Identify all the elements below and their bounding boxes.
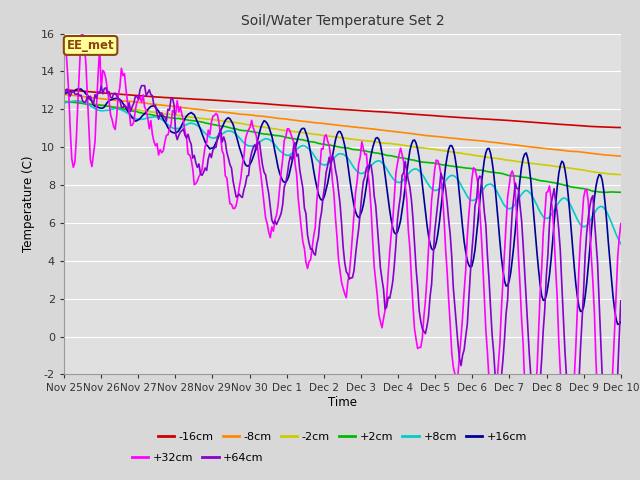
+16cm [617,319,625,325]
+64cm [246,157,254,163]
+64cm [60,91,68,96]
+32cm [228,201,236,207]
+64cm [305,240,313,246]
+2cm [244,128,252,134]
-2cm [586,168,594,174]
+16cm [228,119,236,124]
+2cm [226,125,234,131]
-8cm [244,112,252,118]
-8cm [586,150,594,156]
-8cm [226,110,234,116]
+16cm [255,130,263,135]
-8cm [129,99,136,105]
+8cm [617,241,625,247]
-2cm [303,131,311,136]
Line: -2cm: -2cm [64,101,621,175]
+32cm [617,221,625,227]
-16cm [244,100,252,106]
+2cm [254,130,262,135]
X-axis label: Time: Time [328,396,357,409]
+64cm [606,468,614,474]
+64cm [138,83,145,88]
+16cm [77,86,85,92]
+64cm [228,165,236,171]
+8cm [74,98,82,104]
+16cm [130,116,138,122]
+16cm [246,161,254,167]
+32cm [79,29,86,35]
Line: -16cm: -16cm [64,90,621,128]
Line: +2cm: +2cm [64,102,621,192]
+64cm [255,139,263,144]
Legend: +32cm, +64cm: +32cm, +64cm [127,448,268,467]
+32cm [130,119,138,125]
+2cm [617,190,625,195]
+64cm [588,196,595,202]
-16cm [586,123,594,129]
-2cm [226,119,234,125]
-16cm [254,100,262,106]
+32cm [305,259,313,264]
Line: +16cm: +16cm [64,89,621,324]
-8cm [60,92,68,97]
+16cm [614,322,621,327]
Line: -8cm: -8cm [64,95,621,156]
-2cm [254,123,262,129]
-16cm [60,87,68,93]
+2cm [586,187,594,193]
Text: EE_met: EE_met [67,39,115,52]
+32cm [255,162,263,168]
+2cm [129,108,136,114]
-2cm [60,98,68,104]
+16cm [60,91,68,97]
-8cm [254,113,262,119]
-2cm [129,107,136,112]
+32cm [588,254,595,260]
+8cm [588,216,595,222]
Line: +8cm: +8cm [64,101,621,244]
+8cm [305,146,313,152]
-2cm [617,172,625,178]
+8cm [255,139,263,145]
+8cm [228,129,236,134]
-16cm [617,125,625,131]
+64cm [617,298,625,304]
+2cm [303,138,311,144]
-2cm [244,122,252,128]
+2cm [602,190,609,195]
+2cm [60,99,68,105]
-16cm [303,104,311,110]
-16cm [226,98,234,104]
-8cm [303,119,311,125]
+64cm [129,104,136,109]
-16cm [129,92,136,98]
Line: +32cm: +32cm [64,32,621,480]
+16cm [588,228,595,234]
+32cm [246,124,254,130]
Line: +64cm: +64cm [64,85,621,471]
+8cm [246,144,254,149]
+8cm [130,115,138,120]
+32cm [60,34,68,40]
-8cm [617,153,625,159]
Y-axis label: Temperature (C): Temperature (C) [22,156,35,252]
+16cm [305,142,313,147]
+8cm [60,100,68,106]
Title: Soil/Water Temperature Set 2: Soil/Water Temperature Set 2 [241,14,444,28]
